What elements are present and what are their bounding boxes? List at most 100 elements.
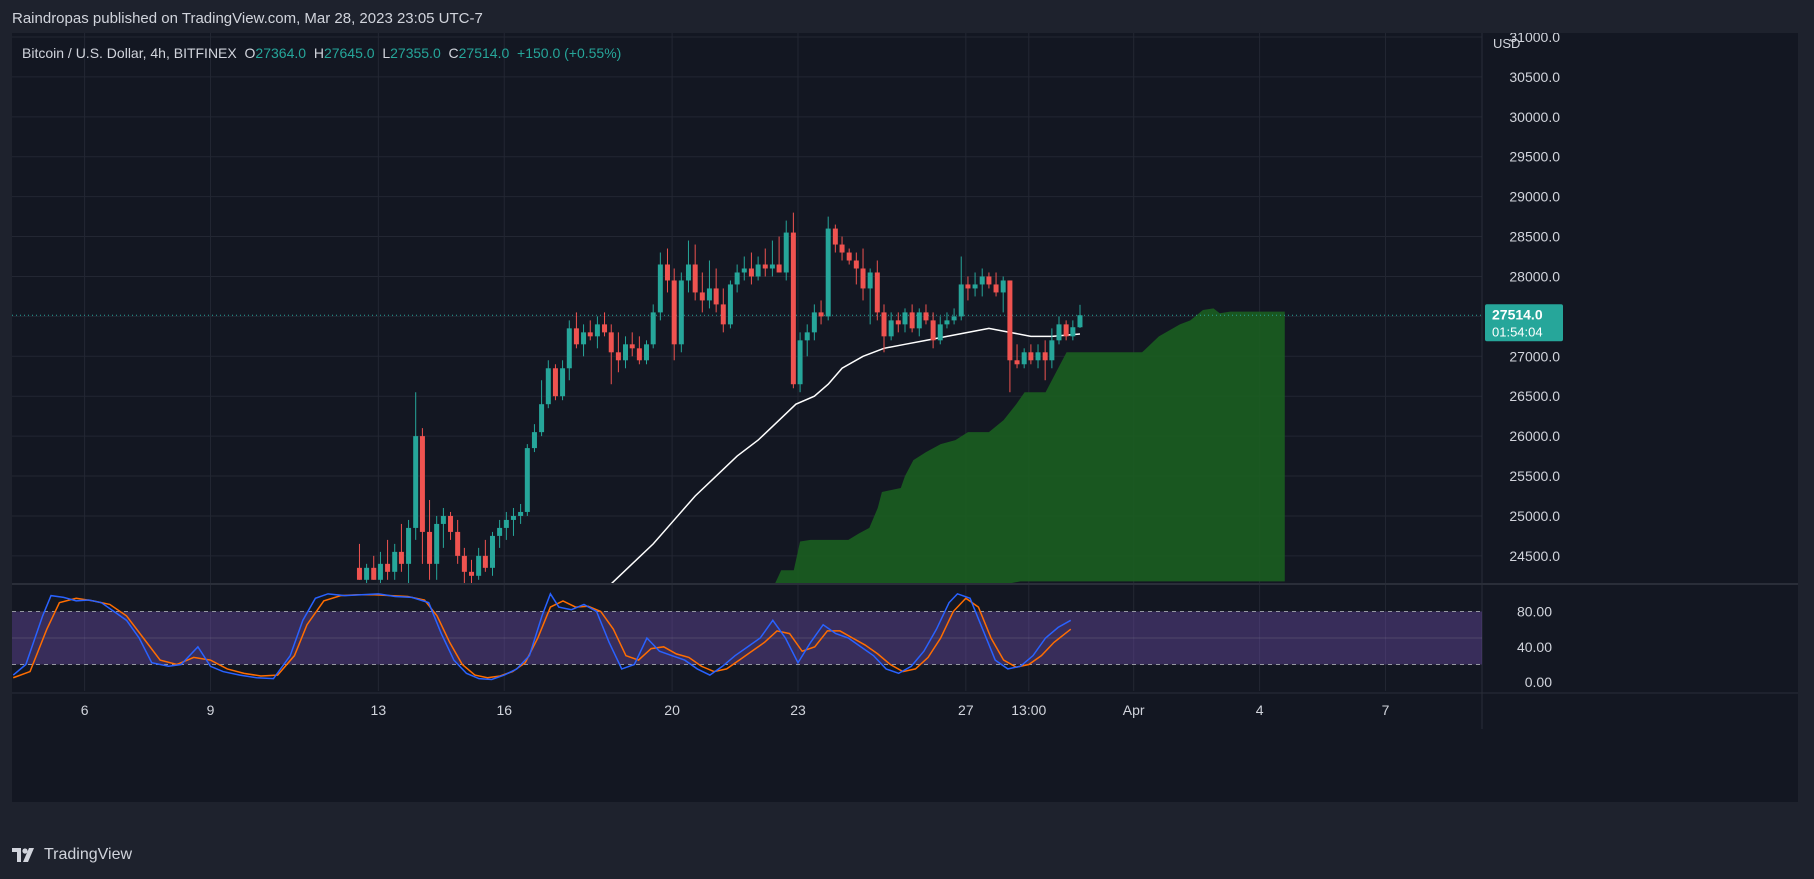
candle[interactable] xyxy=(1049,328,1055,369)
candle[interactable] xyxy=(804,324,810,357)
candle[interactable] xyxy=(748,252,754,285)
candle[interactable] xyxy=(923,304,929,325)
candle[interactable] xyxy=(993,272,999,297)
candle[interactable] xyxy=(951,308,957,325)
candle[interactable] xyxy=(385,539,391,580)
candle[interactable] xyxy=(881,304,887,353)
candle[interactable] xyxy=(986,272,992,289)
candle[interactable] xyxy=(497,519,503,548)
candle[interactable] xyxy=(476,547,482,580)
candle[interactable] xyxy=(769,240,775,277)
candle[interactable] xyxy=(392,543,398,580)
candle[interactable] xyxy=(623,336,629,369)
candle[interactable] xyxy=(427,499,433,580)
candle[interactable] xyxy=(518,503,524,524)
candle[interactable] xyxy=(560,360,566,401)
candle[interactable] xyxy=(727,280,733,329)
candle[interactable] xyxy=(741,256,747,281)
candle[interactable] xyxy=(1077,304,1083,328)
candle[interactable] xyxy=(489,531,495,576)
candle[interactable] xyxy=(364,563,370,584)
candle[interactable] xyxy=(853,252,859,285)
candle[interactable] xyxy=(902,308,908,333)
candle[interactable] xyxy=(706,260,712,309)
candle[interactable] xyxy=(895,312,901,333)
candle[interactable] xyxy=(657,252,663,321)
candle[interactable] xyxy=(448,511,454,540)
candle[interactable] xyxy=(860,248,866,301)
candle[interactable] xyxy=(692,244,698,301)
candle[interactable] xyxy=(1056,316,1062,345)
legend-symbol[interactable]: Bitcoin / U.S. Dollar, 4h, BITFINEX xyxy=(22,45,237,61)
candle[interactable] xyxy=(356,543,362,580)
candle[interactable] xyxy=(783,220,789,281)
candle[interactable] xyxy=(1070,320,1076,341)
candle[interactable] xyxy=(566,320,572,381)
candle[interactable] xyxy=(650,304,656,349)
candle[interactable] xyxy=(958,256,964,321)
candle[interactable] xyxy=(1035,344,1041,369)
candle[interactable] xyxy=(811,304,817,341)
candle[interactable] xyxy=(377,551,383,584)
candle[interactable] xyxy=(734,264,740,293)
candle[interactable] xyxy=(685,240,691,293)
candle[interactable] xyxy=(545,360,551,409)
candle[interactable] xyxy=(671,268,677,361)
candle[interactable] xyxy=(1007,280,1013,393)
candle[interactable] xyxy=(371,555,377,580)
candle[interactable] xyxy=(937,316,943,345)
candle[interactable] xyxy=(720,288,726,333)
candle[interactable] xyxy=(678,272,684,353)
candle[interactable] xyxy=(587,320,593,341)
candle[interactable] xyxy=(776,236,782,273)
candle[interactable] xyxy=(469,559,475,588)
candle[interactable] xyxy=(832,224,838,253)
candle[interactable] xyxy=(790,212,796,389)
candle[interactable] xyxy=(1042,340,1048,381)
candle[interactable] xyxy=(455,519,461,564)
candle[interactable] xyxy=(818,300,824,325)
candle[interactable] xyxy=(539,380,545,437)
candle[interactable] xyxy=(434,515,440,580)
candle[interactable] xyxy=(713,268,719,313)
candle[interactable] xyxy=(874,260,880,321)
candle[interactable] xyxy=(581,324,587,357)
candle[interactable] xyxy=(440,507,446,548)
candle[interactable] xyxy=(602,312,608,337)
candle[interactable] xyxy=(839,236,845,261)
candle[interactable] xyxy=(406,519,412,584)
candle[interactable] xyxy=(699,272,705,313)
candle[interactable] xyxy=(944,312,950,329)
candle[interactable] xyxy=(930,312,936,349)
last-price-tag[interactable]: 27514.0 01:54:04 xyxy=(1485,304,1563,342)
candle[interactable] xyxy=(965,276,971,301)
candle[interactable] xyxy=(608,324,614,385)
candle[interactable] xyxy=(552,364,558,401)
candle[interactable] xyxy=(398,523,404,572)
candle[interactable] xyxy=(503,511,509,540)
candle[interactable] xyxy=(909,304,915,333)
chart-area[interactable]: USD 31000.0 30500.0 30000.0 29500.0 29000.0 28… xyxy=(12,29,1798,802)
candle[interactable] xyxy=(643,340,649,365)
candle[interactable] xyxy=(461,547,467,584)
candle[interactable] xyxy=(419,428,425,564)
candle[interactable] xyxy=(594,316,600,349)
candle[interactable] xyxy=(825,216,831,321)
candle[interactable] xyxy=(531,424,537,453)
candle[interactable] xyxy=(1014,344,1020,369)
candle[interactable] xyxy=(1000,276,1006,313)
candle[interactable] xyxy=(888,312,894,341)
candle[interactable] xyxy=(1028,344,1034,365)
candle[interactable] xyxy=(664,248,670,293)
candle[interactable] xyxy=(972,272,978,297)
candle[interactable] xyxy=(413,392,419,540)
candle[interactable] xyxy=(629,332,635,357)
candle[interactable] xyxy=(762,248,768,277)
candle[interactable] xyxy=(867,268,873,325)
candle[interactable] xyxy=(916,308,922,337)
candle[interactable] xyxy=(979,268,985,297)
candle[interactable] xyxy=(524,444,530,516)
candle[interactable] xyxy=(1063,320,1069,341)
candle[interactable] xyxy=(846,248,852,265)
